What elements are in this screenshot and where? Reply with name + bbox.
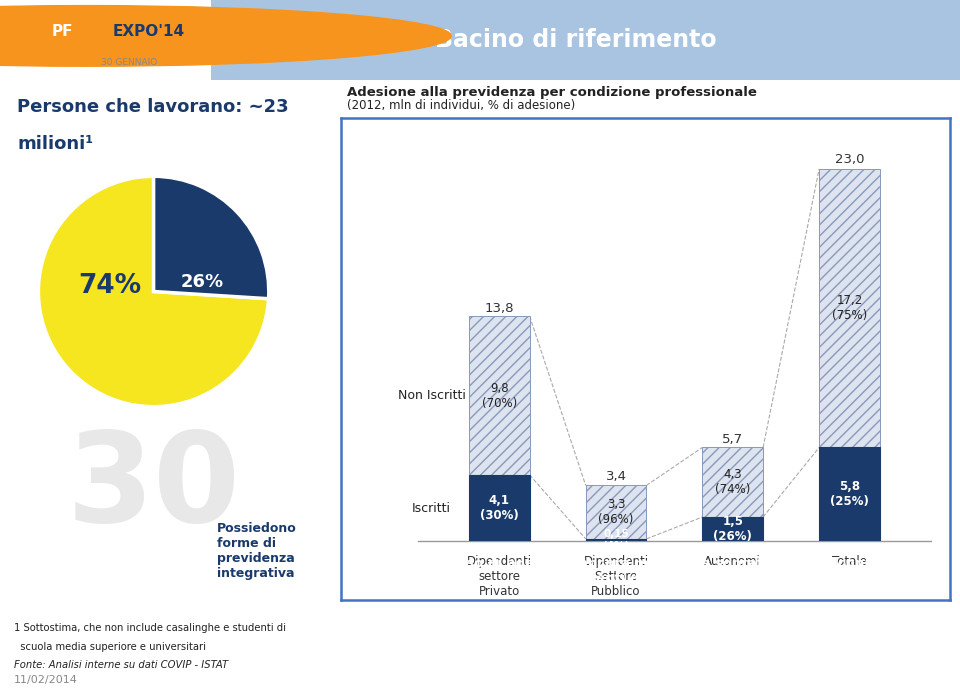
Text: 4,1
(30%): 4,1 (30%) xyxy=(480,494,518,522)
Text: 1,5
(26%): 1,5 (26%) xyxy=(713,515,753,543)
Bar xyxy=(469,475,530,541)
Text: Possiedono
forme di
previdenza
integrativa: Possiedono forme di previdenza integrati… xyxy=(217,522,297,580)
Text: 23,0: 23,0 xyxy=(835,153,864,166)
Text: Bacino di riferimento: Bacino di riferimento xyxy=(435,28,717,52)
Text: 30 GENNAIO: 30 GENNAIO xyxy=(102,58,157,67)
Text: 3,3
(96%): 3,3 (96%) xyxy=(598,498,634,526)
Text: 5,7: 5,7 xyxy=(722,433,743,446)
Bar xyxy=(586,486,646,539)
Text: 9,8
(70%): 9,8 (70%) xyxy=(482,382,516,409)
Text: Iscritti: Iscritti xyxy=(412,502,451,515)
Text: milioni¹: milioni¹ xyxy=(17,135,93,153)
Wedge shape xyxy=(38,176,269,407)
Text: ... tasso di adesione ancora marginale soprattutto in alcuni
segmenti di Cliente: ... tasso di adesione ancora marginale s… xyxy=(422,557,869,585)
Text: Fonte: Analisi interne su dati COVIP - ISTAT: Fonte: Analisi interne su dati COVIP - I… xyxy=(13,660,228,670)
Text: 26%: 26% xyxy=(180,273,224,291)
FancyBboxPatch shape xyxy=(211,0,960,80)
Text: PF: PF xyxy=(52,24,73,40)
Text: (2012, mln di individui, % di adesione): (2012, mln di individui, % di adesione) xyxy=(347,99,575,112)
Bar xyxy=(469,316,530,475)
Text: 13,8: 13,8 xyxy=(485,302,514,315)
Text: 1 Sottostima, che non include casalinghe e studenti di: 1 Sottostima, che non include casalinghe… xyxy=(13,623,286,634)
Bar xyxy=(586,539,646,541)
Text: Adesione alla previdenza per condizione professionale: Adesione alla previdenza per condizione … xyxy=(347,85,756,99)
Bar xyxy=(703,517,763,541)
Text: 0,15
(4%): 0,15 (4%) xyxy=(602,530,630,551)
Text: 74%: 74% xyxy=(79,273,141,298)
Text: 30: 30 xyxy=(66,427,241,548)
Bar xyxy=(703,448,763,517)
Text: EXPO'14: EXPO'14 xyxy=(112,24,185,40)
Bar xyxy=(819,169,879,448)
Circle shape xyxy=(0,6,451,66)
Text: Persone che lavorano: ~23: Persone che lavorano: ~23 xyxy=(17,99,289,116)
Text: 17,2
(75%): 17,2 (75%) xyxy=(832,294,867,322)
Wedge shape xyxy=(154,176,269,298)
Text: 4,3
(74%): 4,3 (74%) xyxy=(715,468,751,496)
Text: 11/02/2014: 11/02/2014 xyxy=(13,675,78,685)
Text: 3,4: 3,4 xyxy=(606,471,627,483)
Text: scuola media superiore e universitari: scuola media superiore e universitari xyxy=(13,642,205,652)
Text: Non Iscritti: Non Iscritti xyxy=(397,389,466,402)
Text: 5,8
(25%): 5,8 (25%) xyxy=(830,480,869,509)
Bar xyxy=(819,448,879,541)
